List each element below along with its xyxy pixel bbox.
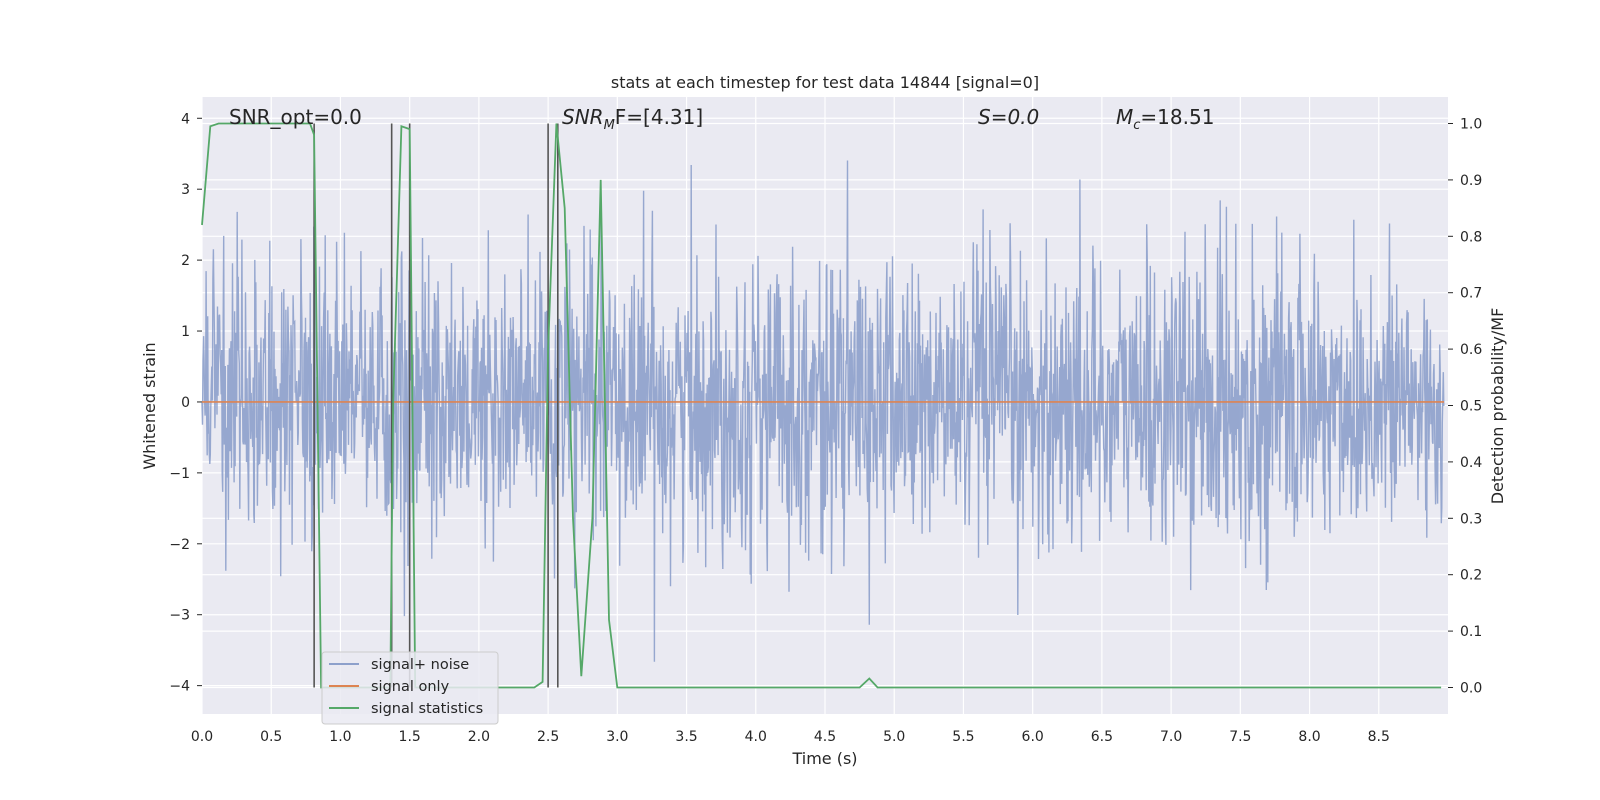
snr-mf-sub: M [604,118,615,133]
x-tick-label: 4.0 [745,729,767,745]
mc-annotation: Mc=18.51 [1116,105,1214,133]
x-tick-label: 7.5 [1229,729,1251,745]
x-tick-label: 0.0 [191,729,213,745]
y-tick-label: 1 [181,324,190,340]
y-tick-label: 4 [181,111,190,127]
y-tick-label: 0 [181,395,190,411]
y-right-tick-label: 0.4 [1460,455,1482,471]
x-tick-label: 2.5 [537,729,559,745]
mc-sub: c [1133,118,1140,133]
snr-opt-annotation: SNR_opt=0.0 [229,105,362,129]
snr-mf-rest: F=[4.31] [615,105,703,129]
snr-mf-base: SNR [562,105,604,129]
y-right-tick-label: 0.6 [1460,342,1482,358]
x-tick-label: 7.0 [1160,729,1182,745]
s-annotation: S=0.0 [978,105,1039,129]
x-axis-label: Time (s) [791,749,857,768]
y-axis-right-ticks: 1.0 0.9 0.8 0.7 0.6 0.5 0.4 0.3 0.2 0.1 0.0 [1448,117,1482,696]
mc-base: M [1116,105,1133,129]
x-tick-label: 4.5 [814,729,836,745]
x-tick-label: 0.5 [260,729,282,745]
x-tick-label: 8.0 [1298,729,1320,745]
x-tick-label: 6.0 [1022,729,1044,745]
chart-legend: signal+ noise signal only signal statist… [321,651,499,725]
signal-statistics-line [201,122,1442,689]
x-axis-ticks: 0.0 0.5 1.0 1.5 2.0 2.5 3.0 3.5 4.0 4.5 5.0 5.5 6.0 6… [191,729,1390,745]
signal-statistics-series [201,122,1442,689]
y-right-tick-label: 0.0 [1460,680,1482,696]
y-tick-label: −2 [169,537,190,553]
y-right-tick-label: 0.8 [1460,229,1482,245]
y-axis-right-label: Detection probability/MF [1488,308,1507,505]
y-tick-label: −4 [169,679,190,695]
x-tick-label: 5.0 [883,729,905,745]
y-tick-label: 2 [181,253,190,269]
x-tick-label: 1.0 [329,729,351,745]
snr-mf-annotation: SNRMF=[4.31] [562,105,703,133]
y-tick-label: −1 [169,466,190,482]
y-right-tick-label: 1.0 [1460,117,1482,133]
y-right-tick-label: 0.1 [1460,624,1482,640]
y-tick-label: 3 [181,182,190,198]
x-tick-label: 5.5 [952,729,974,745]
x-tick-label: 6.5 [1091,729,1113,745]
y-right-tick-label: 0.2 [1460,568,1482,584]
x-tick-label: 8.5 [1368,729,1390,745]
y-tick-label: −3 [169,608,190,624]
legend-box [321,651,499,725]
legend-label-signal-noise: signal+ noise [371,657,469,673]
x-tick-label: 3.0 [606,729,628,745]
legend-label-signal-statistics: signal statistics [371,701,483,717]
chart-title: stats at each timestep for test data 148… [611,73,1039,92]
x-tick-label: 1.5 [399,729,421,745]
x-tick-label: 2.0 [468,729,490,745]
x-tick-label: 3.5 [675,729,697,745]
y-right-tick-label: 0.7 [1460,286,1482,302]
y-axis-left-ticks: 4 3 2 1 0 −1 −2 −3 −4 [169,111,202,695]
y-right-tick-label: 0.3 [1460,511,1482,527]
legend-label-signal-only: signal only [371,679,450,695]
y-right-tick-label: 0.5 [1460,399,1482,415]
mc-rest: =18.51 [1140,105,1214,129]
y-right-tick-label: 0.9 [1460,173,1482,189]
y-axis-left-label: Whitened strain [140,342,159,469]
